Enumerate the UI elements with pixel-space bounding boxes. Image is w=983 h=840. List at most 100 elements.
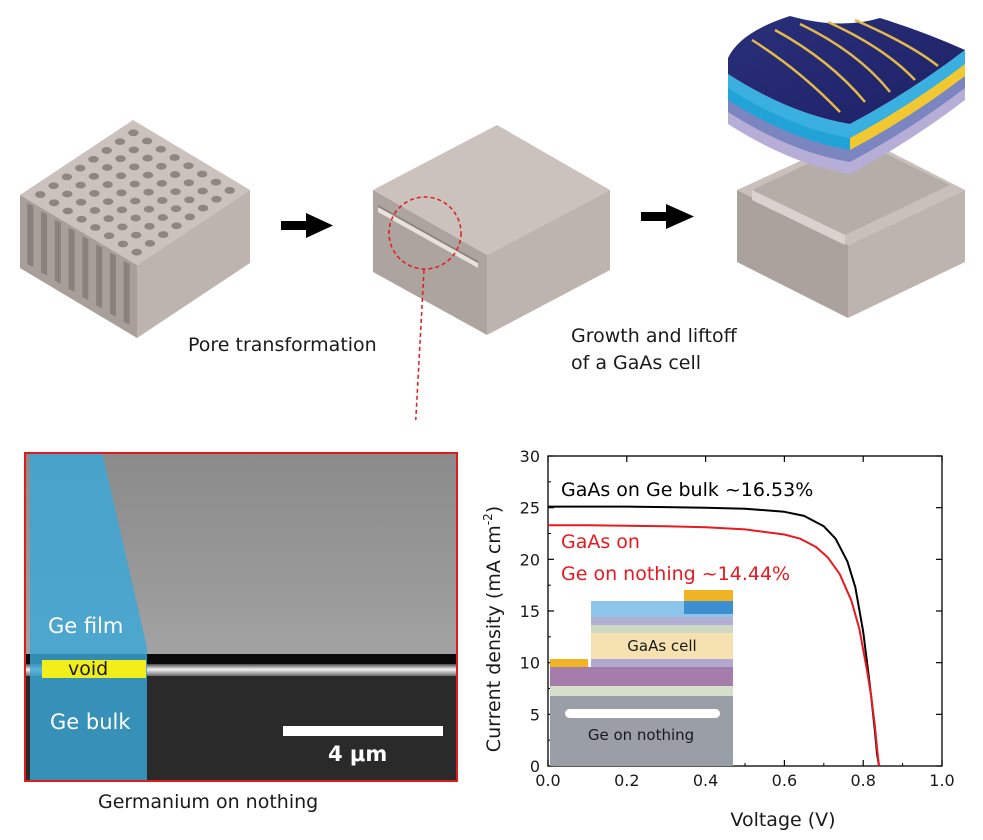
pore-channel [68, 227, 75, 292]
pore [143, 205, 155, 213]
x-tick-label: 0.8 [850, 771, 875, 790]
ge-film-label: Ge film [48, 614, 124, 638]
pore [117, 223, 128, 231]
pore [144, 239, 156, 247]
transformed-block [373, 125, 610, 420]
void-layer [565, 709, 720, 718]
x-tick-label: 0.4 [693, 771, 718, 790]
growth-caption-line1: Growth and liftoff [571, 325, 737, 347]
ge-on-nothing-curve [548, 524, 880, 767]
scale-bar-label: 4 μm [328, 742, 388, 766]
pore [184, 196, 195, 204]
y-tick-label: 5 [530, 705, 540, 724]
pore [75, 181, 86, 189]
y-tick-label: 25 [520, 499, 540, 518]
x-tick-label: 0.2 [614, 771, 639, 790]
ge-substrate-layer [550, 696, 733, 766]
pore-channel [123, 260, 130, 325]
pore [88, 155, 99, 163]
back-contact-layer [550, 667, 733, 686]
pore [128, 146, 140, 154]
pore-channel [41, 211, 48, 276]
pore [157, 214, 168, 221]
pore [74, 164, 86, 172]
window-layer [591, 625, 733, 633]
pore [76, 215, 87, 223]
pore [48, 182, 59, 190]
ge-on-nothing-label: Ge on nothing [588, 726, 694, 744]
pore [169, 154, 180, 161]
pore [210, 178, 222, 186]
pore [89, 207, 101, 214]
cap-layer [591, 617, 733, 625]
arrow-right-icon [641, 204, 694, 229]
buffer-layer [550, 686, 733, 696]
process-schematic [20, 16, 965, 420]
growth-caption-line2: of a GaAs cell [571, 352, 702, 374]
annotation-gaas-on: GaAs on [561, 531, 640, 553]
pore-channel [96, 244, 103, 309]
void-highlight [42, 660, 146, 678]
pore [115, 155, 126, 163]
pore [128, 129, 139, 137]
pore-channel [27, 203, 34, 268]
pore [197, 204, 209, 212]
annotation-ge-on-nothing: Ge on nothing ~14.44% [561, 563, 790, 585]
pore [62, 190, 73, 198]
ge-bulk-label: Ge bulk [50, 710, 131, 734]
pore [88, 172, 100, 180]
x-tick-label: 0.0 [535, 771, 560, 790]
pore [157, 197, 168, 204]
pore-channel [109, 252, 116, 317]
pore [196, 170, 208, 178]
pore [141, 137, 153, 145]
pore [102, 164, 113, 171]
pore [170, 205, 182, 213]
pore [130, 214, 141, 222]
pore [171, 222, 182, 230]
pore [103, 215, 114, 223]
annotation-ge-bulk: GaAs on Ge bulk ~16.53% [561, 479, 813, 501]
pore [115, 172, 127, 180]
flexible-gaas-cell [728, 16, 965, 174]
pore [114, 138, 126, 146]
pore [143, 188, 154, 196]
sem-caption: Germanium on nothing [98, 791, 319, 813]
pore [117, 240, 129, 248]
pore [131, 248, 142, 256]
pore [183, 162, 194, 170]
pore [144, 222, 155, 230]
pore [130, 231, 142, 239]
x-axis-label: Voltage (V) [730, 809, 835, 831]
pore [142, 171, 154, 179]
pore [89, 189, 100, 197]
y-tick-label: 0 [530, 757, 540, 776]
pore [62, 207, 74, 215]
pore [156, 179, 168, 187]
pore [224, 187, 235, 194]
sem-image-panel: Ge film void Ge bulk 4 μm [24, 452, 458, 782]
gaas-cell-layer [591, 633, 733, 659]
pore-transformation-caption: Pore transformation [188, 334, 377, 356]
bsf-layer [591, 659, 733, 667]
pore [35, 191, 46, 198]
pore [142, 154, 153, 162]
pore [48, 199, 60, 207]
front-contact [684, 590, 733, 601]
x-tick-label: 0.6 [772, 771, 797, 790]
pore [156, 162, 167, 170]
pore [90, 224, 101, 231]
device-inset: Ge on nothing GaAs cell [550, 590, 733, 766]
y-tick-label: 30 [520, 447, 540, 466]
scale-bar [283, 726, 443, 736]
pore [103, 232, 115, 240]
pore [61, 173, 73, 181]
jv-chart: 0.0 0.2 0.4 0.6 0.8 1.0 0 5 10 15 20 25 30 Ge on not… [481, 447, 955, 831]
arrow-right-icon [281, 213, 333, 238]
rear-contact [550, 659, 588, 667]
pore [75, 198, 87, 206]
pore [197, 187, 208, 195]
pore [101, 147, 112, 154]
pore [184, 213, 196, 221]
pore [129, 180, 140, 188]
